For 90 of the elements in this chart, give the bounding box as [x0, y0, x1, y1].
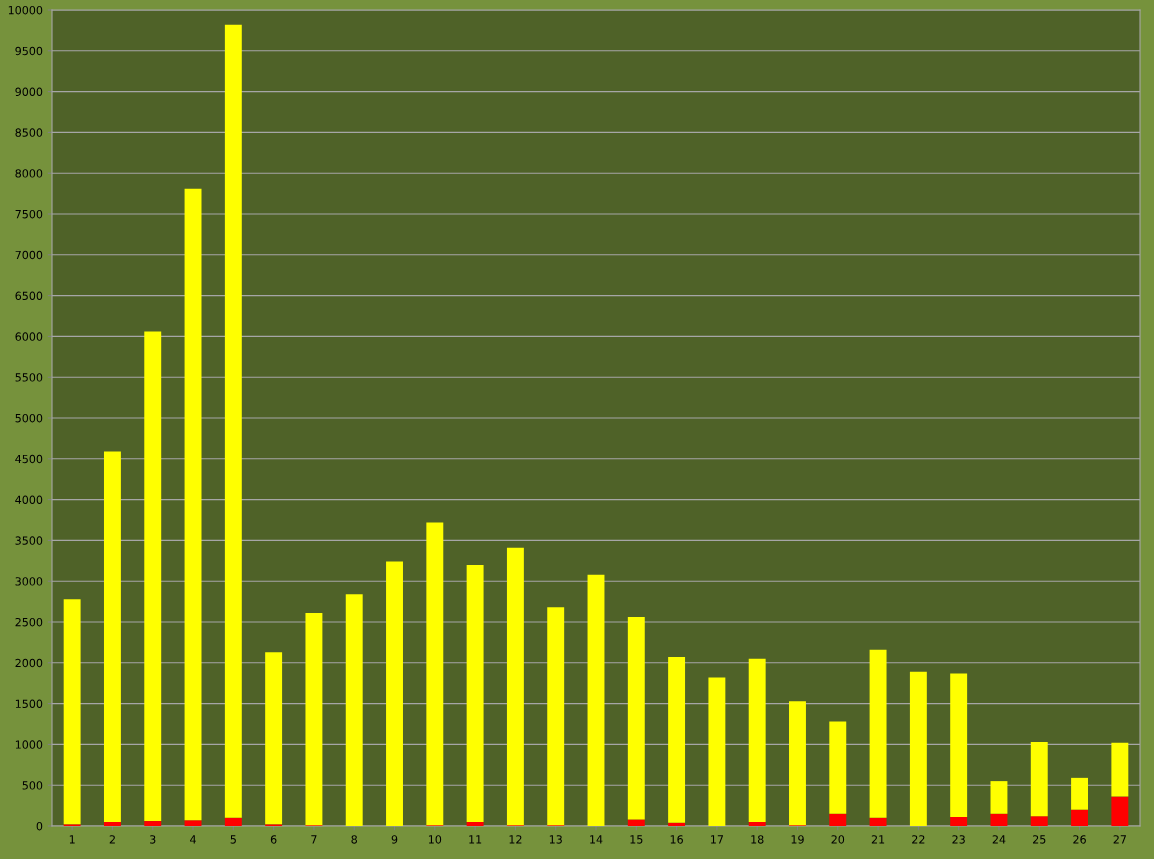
y-tick-label: 3500 [15, 536, 43, 545]
x-tick-label: 21 [871, 835, 885, 844]
bar [829, 721, 847, 814]
y-tick-label: 0 [36, 821, 43, 831]
bar [426, 522, 444, 826]
bar [184, 820, 202, 826]
bar [1111, 796, 1129, 826]
y-tick-label: 5500 [15, 373, 43, 382]
bar [224, 24, 242, 818]
bar [829, 813, 847, 826]
bar [869, 817, 887, 826]
y-tick-label: 1000 [15, 740, 43, 749]
x-tick-label: 19 [791, 835, 804, 844]
x-tick-label: 4 [190, 835, 196, 844]
x-tick-label: 10 [428, 835, 442, 844]
y-tick-label: 10000 [8, 5, 43, 15]
bar [466, 564, 484, 822]
x-tick-label: 26 [1073, 835, 1086, 844]
x-tick-label: 7 [311, 835, 317, 844]
bar [668, 657, 686, 823]
bar [748, 658, 766, 822]
y-tick-label: 5000 [15, 413, 43, 423]
bar [506, 547, 524, 826]
bar [1071, 777, 1089, 810]
x-tick-label: 15 [630, 835, 643, 844]
x-tick-label: 17 [711, 835, 724, 844]
bar [1111, 742, 1129, 797]
bar [103, 821, 121, 826]
x-tick-label: 11 [469, 835, 482, 844]
x-tick-label: 12 [509, 835, 522, 844]
y-tick-label: 9500 [15, 46, 43, 56]
bar [748, 821, 766, 826]
bar [869, 649, 887, 818]
x-tick-label: 24 [992, 835, 1006, 844]
x-tick-label: 16 [670, 835, 683, 844]
x-tick-label: 27 [1113, 835, 1126, 844]
x-tick-label: 3 [150, 835, 156, 844]
y-tick-label: 2000 [15, 658, 43, 668]
bar [668, 822, 686, 826]
x-tick-label: 13 [549, 835, 562, 844]
y-tick-label: 3000 [15, 577, 43, 586]
x-tick-label: 18 [751, 835, 764, 844]
x-tick-label: 5 [230, 835, 236, 844]
y-tick-label: 8500 [15, 128, 43, 137]
bar [466, 821, 484, 826]
x-tick-label: 1 [69, 835, 75, 844]
bar [708, 677, 726, 826]
bar [103, 451, 121, 822]
bar [184, 188, 202, 821]
bar [265, 652, 283, 825]
y-tick-label: 1500 [15, 699, 43, 708]
y-tick-label: 6500 [15, 291, 43, 300]
y-tick-label: 8000 [15, 169, 43, 178]
bar [1030, 816, 1048, 826]
bar [1030, 741, 1048, 817]
y-tick-label: 7500 [15, 209, 43, 219]
y-tick-label: 2500 [15, 617, 43, 627]
x-tick-label: 25 [1033, 835, 1046, 844]
bar [627, 617, 645, 820]
y-tick-label: 500 [22, 781, 43, 790]
x-tick-label: 22 [912, 835, 925, 844]
y-tick-label: 7000 [15, 250, 43, 260]
x-tick-label: 8 [351, 835, 357, 844]
y-tick-label: 4500 [15, 454, 43, 464]
y-tick-label: 9000 [15, 87, 43, 96]
bar [144, 821, 162, 826]
bar [345, 594, 363, 826]
x-tick-label: 14 [590, 835, 603, 844]
bar [1071, 809, 1089, 826]
bar [305, 613, 323, 826]
bar [909, 671, 927, 826]
bar [224, 817, 242, 826]
x-tick-label: 23 [952, 835, 965, 844]
bar [587, 574, 605, 826]
bar [547, 607, 565, 826]
bar [386, 561, 403, 826]
x-tick-label: 2 [109, 835, 115, 844]
x-tick-label: 9 [391, 835, 398, 844]
bar [789, 701, 806, 826]
bar [990, 781, 1008, 814]
y-tick-label: 6000 [15, 332, 43, 341]
bar [144, 331, 162, 822]
bar [63, 599, 81, 825]
bar [950, 817, 968, 826]
bar [990, 813, 1008, 826]
bar [627, 819, 645, 826]
y-tick-label: 4000 [15, 495, 43, 504]
bar [950, 673, 968, 818]
x-tick-label: 20 [831, 835, 845, 844]
x-tick-label: 6 [270, 835, 277, 844]
